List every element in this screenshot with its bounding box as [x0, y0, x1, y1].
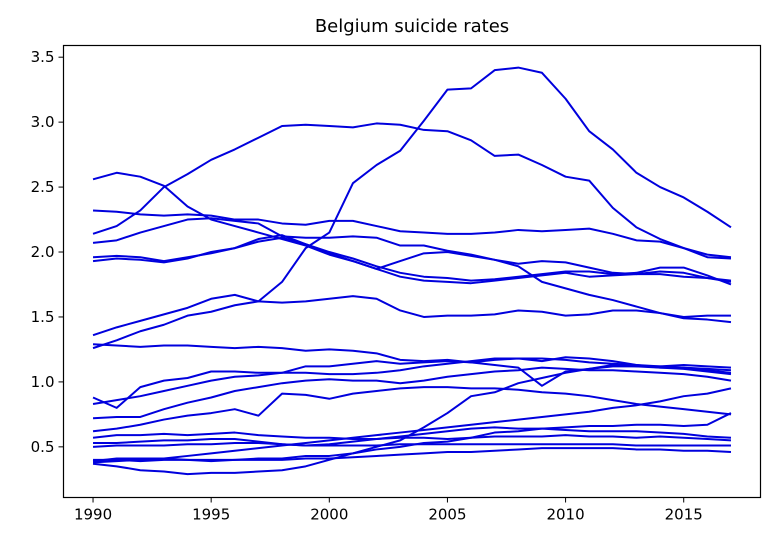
y-tick-label: 2.0 [31, 243, 55, 261]
x-tick-label: 2005 [428, 506, 466, 524]
series-line-18 [92, 122, 732, 260]
series-line-14 [92, 66, 732, 350]
y-tick-label: 3.5 [31, 48, 55, 66]
series-line-9 [92, 366, 732, 420]
x-tick-label: 2010 [546, 506, 584, 524]
series-line-17 [92, 217, 731, 318]
plot-frame [62, 44, 762, 499]
series-line-8 [92, 386, 732, 433]
series-line-11 [92, 357, 732, 405]
x-axis: 1990 1995 2000 2005 2010 2015 [74, 497, 703, 524]
y-tick-label: 1.5 [31, 308, 55, 326]
series-line-7 [92, 412, 732, 463]
series-line-10 [92, 360, 732, 409]
series-line-1 [92, 387, 732, 464]
x-tick-label: 2000 [310, 506, 348, 524]
series-line-3 [92, 431, 732, 442]
series-line-5 [93, 426, 732, 447]
x-tick-label: 2015 [665, 506, 703, 524]
series-line-19 [92, 209, 732, 259]
y-tick-label: 2.5 [31, 178, 55, 196]
series-group [92, 66, 732, 476]
y-tick-label: 0.5 [31, 438, 55, 456]
series-line-20 [92, 171, 732, 282]
x-tick-label: 1990 [74, 506, 112, 524]
y-axis: 0.5 1.0 1.5 2.0 2.5 3.0 3.5 [31, 48, 64, 456]
y-tick-label: 1.0 [31, 373, 55, 391]
y-tick-label: 3.0 [31, 113, 55, 131]
series-line-13 [92, 293, 732, 337]
x-tick-label: 1995 [192, 506, 230, 524]
series-line-12 [92, 343, 732, 372]
chart-title: Belgium suicide rates [315, 16, 509, 37]
